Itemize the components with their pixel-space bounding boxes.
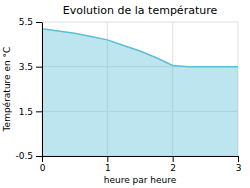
tick-mark	[36, 67, 42, 68]
tick-mark	[36, 111, 42, 112]
tick: 1.5	[19, 107, 42, 117]
tick-label: 1	[105, 163, 111, 173]
grid-line-y	[42, 22, 238, 23]
tick-mark	[36, 22, 42, 23]
axis-line	[42, 23, 43, 157]
plot: 0 1 2 3 -0.5 1.5 3.5 5.5	[15, 17, 241, 173]
axis-line	[43, 156, 239, 157]
tick: -0.5	[15, 151, 42, 161]
tick-mark	[42, 156, 43, 162]
grid-line-x	[42, 22, 43, 156]
x-axis-title: heure par heure	[104, 175, 177, 185]
tick-label: 3	[236, 163, 242, 173]
tick: 5.5	[19, 17, 42, 27]
x-axis: 0 1 2 3	[40, 156, 242, 173]
marks	[42, 29, 238, 156]
tick-label: -0.5	[15, 151, 33, 161]
title: Evolution de la température	[63, 4, 218, 17]
tick-mark	[36, 156, 42, 157]
tick-label: 2	[170, 163, 176, 173]
chart: 0 1 2 3 -0.5 1.5 3.5 5.5 Evolution de la tempéra…	[0, 0, 250, 188]
tick-label: 3.5	[19, 62, 33, 72]
y-axis: -0.5 1.5 3.5 5.5	[15, 17, 42, 161]
tick: 3.5	[19, 62, 42, 72]
line	[42, 29, 238, 67]
tick: 0	[40, 156, 46, 173]
area	[42, 29, 238, 156]
tick-mark	[173, 156, 174, 162]
tick: 2	[170, 156, 176, 173]
tick-label: 0	[40, 163, 46, 173]
grid	[42, 22, 238, 156]
y-axis-title: Température en °C	[2, 47, 12, 133]
tick-mark	[107, 156, 108, 162]
tick: 1	[105, 156, 111, 173]
tick: 3	[236, 156, 242, 173]
tick-mark	[238, 156, 239, 162]
tick-label: 1.5	[19, 107, 33, 117]
tick-label: 5.5	[19, 17, 33, 27]
